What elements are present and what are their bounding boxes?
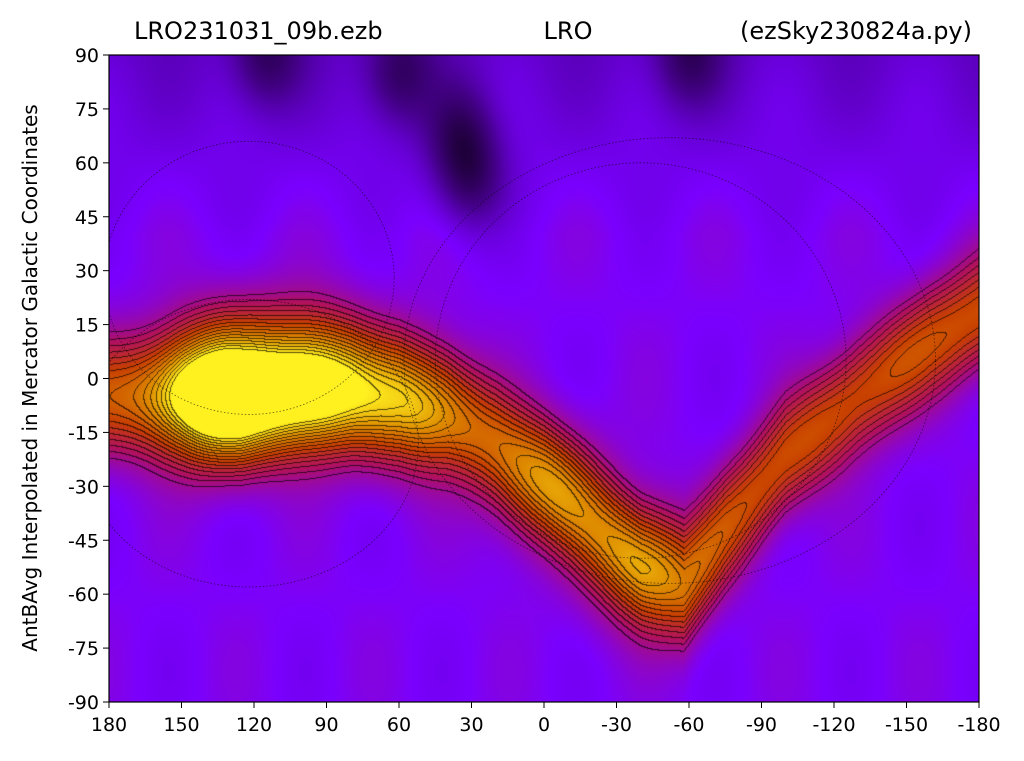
x-tick-label: 150: [163, 714, 199, 736]
y-tick-label: 60: [75, 153, 99, 175]
x-tick-label: 180: [91, 714, 127, 736]
y-tick-label: 90: [75, 45, 99, 67]
x-tick-label: 30: [459, 714, 483, 736]
y-axis-ticks: 90 75 60 45 30 15 0 -15 -30 -45 -60 -75 -90: [68, 45, 109, 714]
reference-circle: [434, 162, 847, 559]
y-tick-label: -15: [68, 422, 99, 444]
y-tick-label: -60: [68, 584, 99, 606]
x-tick-label: -30: [601, 714, 632, 736]
chart-title-script: (ezSky230824a.py): [740, 17, 972, 45]
x-tick-label: -120: [812, 714, 855, 736]
plot-area: [109, 55, 979, 702]
y-tick-label: 45: [75, 207, 99, 229]
y-tick-label: 15: [75, 315, 99, 337]
reference-circle: [109, 140, 395, 415]
y-tick-label: 0: [87, 369, 99, 391]
chart-title-filename: LRO231031_09b.ezb: [134, 17, 383, 45]
x-tick-label: 120: [236, 714, 272, 736]
y-tick-label: -75: [68, 638, 99, 660]
x-tick-label: 60: [387, 714, 411, 736]
x-tick-label: -150: [885, 714, 928, 736]
x-tick-label: 0: [538, 714, 550, 736]
y-tick-label: -45: [68, 530, 99, 552]
x-tick-label: 90: [314, 714, 338, 736]
x-tick-label: -60: [673, 714, 704, 736]
x-tick-label: -180: [957, 714, 1000, 736]
y-tick-label: 30: [75, 261, 99, 283]
y-tick-label: -90: [68, 692, 99, 714]
reference-circle: [109, 299, 419, 588]
y-tick-label: 75: [75, 99, 99, 121]
y-axis-label: AntBAvg Interpolated in Mercator Galacti…: [18, 104, 42, 651]
x-axis-ticks: 180 150 120 90 60 30 0 -30 -60 -90 -120 -150 -180: [91, 702, 1001, 736]
heatmap-image: [109, 55, 979, 702]
x-tick-label: -90: [746, 714, 777, 736]
y-tick-label: -30: [68, 476, 99, 498]
chart-title-station: LRO: [544, 17, 593, 45]
reference-circle: [403, 137, 936, 584]
reference-circles: [109, 137, 936, 588]
